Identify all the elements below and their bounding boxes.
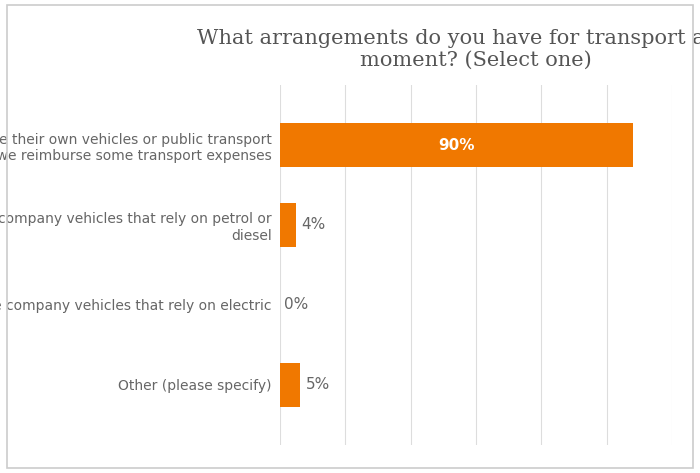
Bar — [280, 123, 633, 167]
Title: What arrangements do you have for transport at the
moment? (Select one): What arrangements do you have for transp… — [197, 29, 700, 70]
Text: 90%: 90% — [438, 138, 475, 153]
Text: 4%: 4% — [302, 218, 326, 232]
Text: 0%: 0% — [284, 298, 308, 312]
Bar — [280, 203, 295, 247]
Bar — [280, 363, 300, 407]
Text: 5%: 5% — [305, 377, 330, 392]
